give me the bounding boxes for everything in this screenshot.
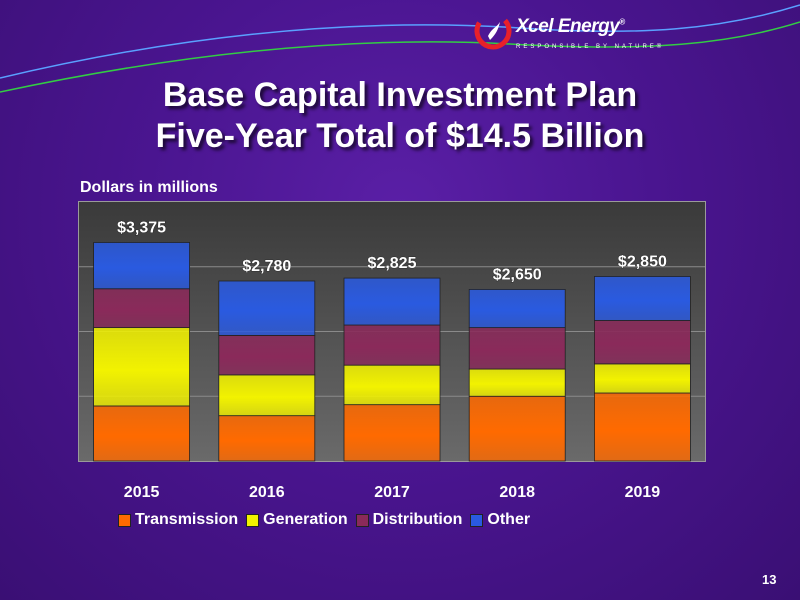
bar-generation-2015 [93,327,190,407]
bar-distribution-2016 [218,334,316,376]
logo-tagline: RESPONSIBLE BY NATURE® [516,44,665,50]
x-tick-label-2017: 2017 [374,484,410,501]
bar-transmission-2016 [218,415,316,462]
x-tick-label-2019: 2019 [625,484,661,501]
legend-item-generation: Generation [246,511,348,529]
y-axis-label: Dollars in millions [80,179,218,196]
legend-label: Distribution [372,511,463,528]
flame-logo-icon [474,12,512,50]
total-label-2018: $2,650 [493,266,542,283]
total-label-2016: $2,780 [242,258,291,275]
bar-generation-2016 [218,374,316,417]
legend-label: Other [487,511,531,528]
legend-item-distribution: Distribution [355,511,463,529]
chart-legend: Transmission Generation Distribution Other [118,511,538,529]
total-label-2017: $2,825 [368,255,417,272]
bar-transmission-2017 [343,404,441,462]
bar-generation-2019 [594,363,691,394]
slide-title-line-1: Base Capital Investment Plan [162,76,638,114]
bar-other-2019 [594,276,691,321]
legend-label: Transmission [135,511,239,528]
legend-item-other: Other [470,511,530,529]
bar-distribution-2019 [594,320,691,365]
legend-swatch [246,513,260,527]
slide-title-line-2: Five-Year Total of $14.5 Billion [155,117,645,155]
x-tick-label-2016: 2016 [249,484,285,501]
bar-distribution-2017 [343,324,441,366]
bar-distribution-2018 [468,327,566,370]
legend-item-transmission: Transmission [118,511,238,529]
bar-other-2015 [93,242,190,290]
x-tick-label-2015: 2015 [124,484,160,501]
legend-swatch [118,513,131,527]
bar-other-2017 [343,277,441,326]
bar-transmission-2019 [594,392,691,462]
bar-transmission-2015 [93,405,190,462]
bar-distribution-2015 [93,288,190,329]
bar-other-2018 [468,289,566,329]
bar-generation-2017 [343,364,441,406]
total-label-2015: $3,375 [117,219,166,236]
legend-swatch [355,513,369,527]
bar-transmission-2018 [468,395,566,462]
bar-generation-2018 [468,368,566,397]
decorative-swoosh-lines [0,4,800,93]
bar-other-2016 [218,280,316,336]
logo-wordmark: Xcel Energy® [516,16,625,37]
page-number: 13 [762,572,777,587]
company-logo: Xcel Energy® RESPONSIBLE BY NATURE® [474,8,661,58]
legend-swatch [470,513,484,527]
total-label-2019: $2,850 [618,253,667,270]
x-tick-label-2018: 2018 [499,484,535,501]
legend-label: Generation [263,511,348,528]
